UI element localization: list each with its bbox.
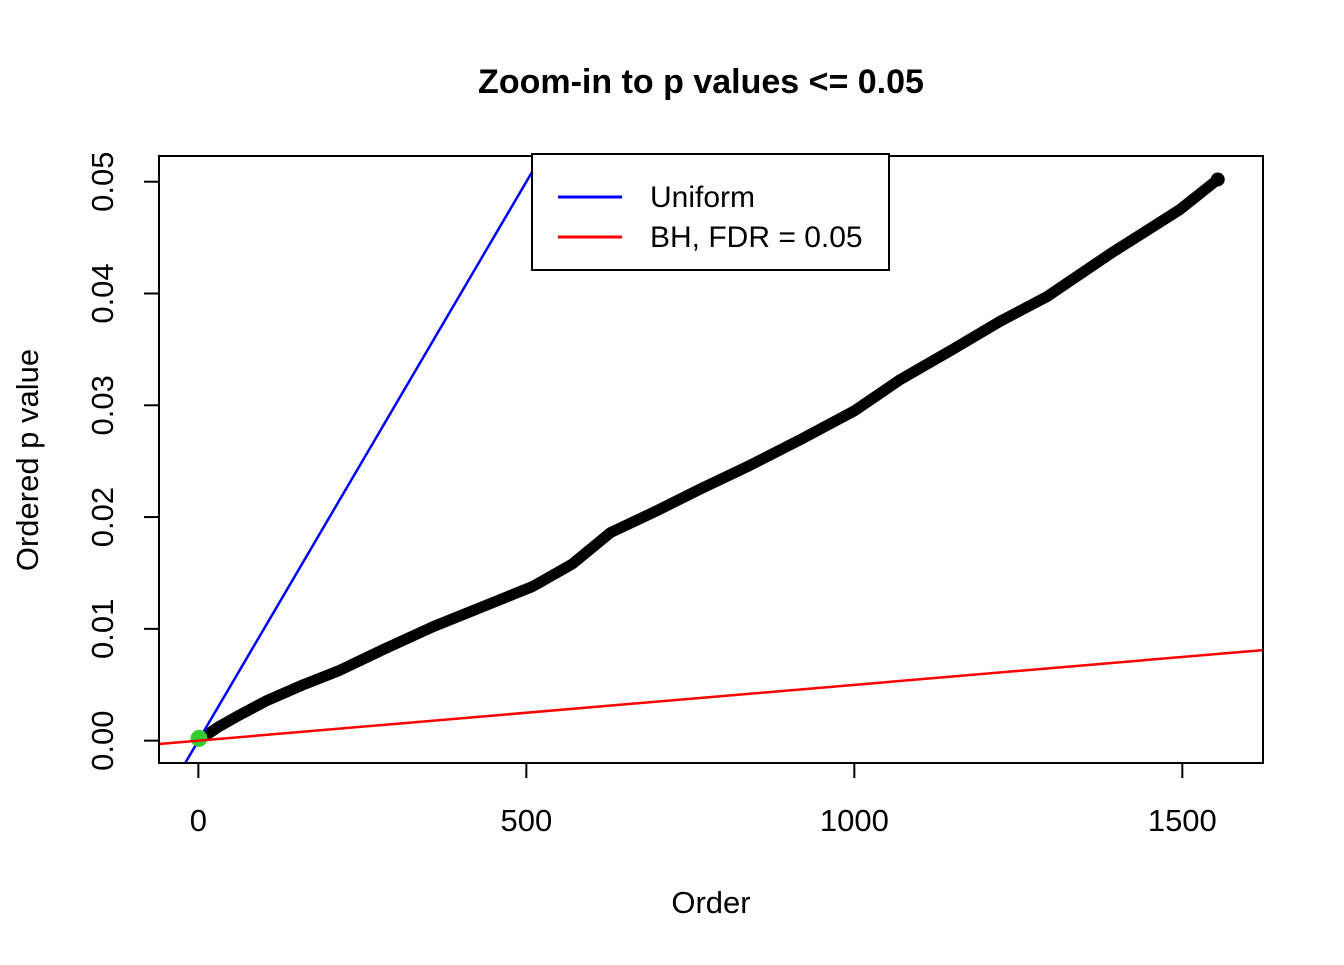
plot-area: 0 500 1000 1500 0.00 0.01 0.02 0.03 0.04 0.05: [85, 152, 1264, 838]
pvalue-curve: [196, 174, 1224, 744]
significant-point: [190, 729, 208, 747]
y-tick-label: 0.03: [85, 375, 120, 435]
pvalue-endpoint: [1210, 172, 1225, 187]
x-tick-label: 1000: [820, 803, 889, 838]
y-tick-label: 0.05: [85, 152, 120, 212]
y-tick-label: 0.02: [85, 487, 120, 547]
x-tick-label: 1500: [1148, 803, 1217, 838]
y-tick-label: 0.00: [85, 710, 120, 770]
legend-box: [531, 153, 890, 271]
uniform-line: [184, 155, 543, 764]
legend: Uniform BH, FDR = 0.05: [531, 153, 890, 271]
legend-label-uniform: Uniform: [650, 181, 755, 214]
x-tick-label: 0: [190, 803, 207, 838]
chart-title: Zoom-in to p values <= 0.05: [478, 63, 924, 101]
y-tick-label: 0.04: [85, 263, 120, 323]
y-axis-label: Ordered p value: [10, 349, 45, 571]
x-tick-label: 500: [500, 803, 552, 838]
x-axis-label: Order: [671, 885, 750, 920]
bh-line: [158, 648, 1264, 746]
y-tick-label: 0.01: [85, 599, 120, 659]
legend-label-bh: BH, FDR = 0.05: [650, 221, 863, 254]
